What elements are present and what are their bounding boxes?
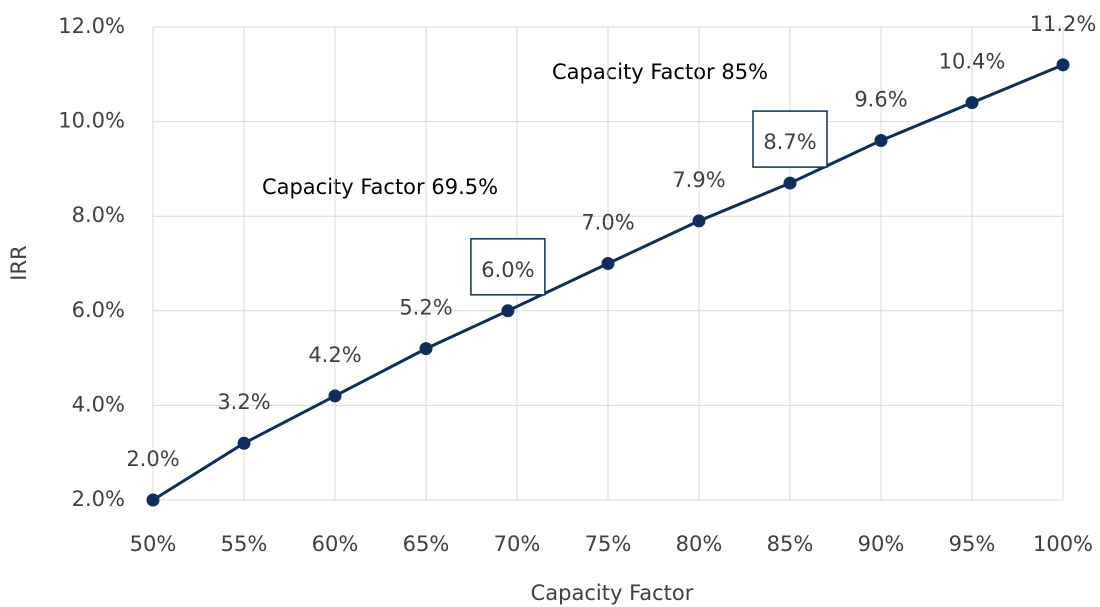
data-label: 3.2% bbox=[217, 390, 270, 414]
x-axis-title: Capacity Factor bbox=[531, 581, 694, 605]
x-tick-label: 60% bbox=[312, 532, 359, 556]
x-tick-label: 100% bbox=[1033, 532, 1093, 556]
data-point bbox=[692, 214, 706, 228]
data-label: 9.6% bbox=[854, 88, 907, 112]
y-tick-label: 2.0% bbox=[72, 487, 125, 511]
annotation: Capacity Factor 85% bbox=[552, 60, 768, 84]
x-tick-label: 70% bbox=[494, 532, 541, 556]
y-tick-label: 4.0% bbox=[72, 392, 125, 416]
y-tick-label: 6.0% bbox=[72, 298, 125, 322]
data-point bbox=[419, 342, 433, 356]
x-tick-label: 85% bbox=[767, 532, 814, 556]
data-point bbox=[783, 176, 797, 190]
x-tick-label: 80% bbox=[676, 532, 723, 556]
data-point bbox=[1056, 58, 1070, 72]
label-box bbox=[752, 110, 828, 168]
y-tick-label: 12.0% bbox=[58, 14, 125, 38]
y-tick-label: 10.0% bbox=[58, 109, 125, 133]
y-tick-label: 8.0% bbox=[72, 203, 125, 227]
data-label: 6.0% bbox=[481, 258, 534, 282]
x-tick-label: 55% bbox=[221, 532, 268, 556]
data-point bbox=[328, 389, 342, 403]
data-label: 10.4% bbox=[939, 50, 1006, 74]
label-box bbox=[470, 238, 546, 296]
data-point bbox=[146, 493, 160, 507]
data-point bbox=[501, 304, 515, 318]
data-label: 2.0% bbox=[126, 447, 179, 471]
data-point bbox=[237, 436, 251, 450]
x-tick-label: 65% bbox=[403, 532, 450, 556]
x-tick-label: 75% bbox=[585, 532, 632, 556]
y-axis-title: IRR bbox=[7, 245, 31, 280]
data-label: 7.9% bbox=[672, 168, 725, 192]
data-point bbox=[874, 134, 888, 148]
data-label: 8.7% bbox=[763, 130, 816, 154]
data-label: 5.2% bbox=[399, 296, 452, 320]
data-label: 4.2% bbox=[308, 343, 361, 367]
data-label: 7.0% bbox=[581, 211, 634, 235]
x-tick-label: 95% bbox=[949, 532, 996, 556]
data-label: 11.2% bbox=[1030, 12, 1097, 36]
x-tick-label: 90% bbox=[858, 532, 905, 556]
x-tick-label: 50% bbox=[130, 532, 177, 556]
data-point bbox=[965, 96, 979, 110]
annotation: Capacity Factor 69.5% bbox=[262, 175, 498, 199]
data-point bbox=[601, 257, 615, 270]
